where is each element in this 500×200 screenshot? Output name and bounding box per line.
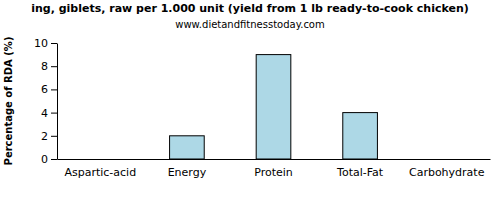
bar <box>83 159 118 160</box>
x-tick: Carbohydrate <box>409 159 485 179</box>
y-tick: 8 <box>41 60 57 73</box>
y-tick-mark <box>51 66 57 67</box>
x-tick-label: Protein <box>254 166 293 179</box>
y-tick-mark <box>51 136 57 137</box>
x-tick: Aspartic-acid <box>64 159 136 179</box>
y-tick: 4 <box>41 107 57 120</box>
x-tick: Energy <box>168 159 207 179</box>
bar <box>343 113 378 159</box>
bar <box>429 159 464 160</box>
y-axis-line <box>57 44 58 160</box>
y-tick-label: 8 <box>41 60 48 73</box>
bar <box>170 136 205 159</box>
y-axis-title: Percentage of RDA (%) <box>3 37 14 166</box>
y-tick: 0 <box>41 153 57 166</box>
y-tick-mark <box>51 43 57 44</box>
x-axis-line <box>58 159 491 160</box>
y-tick-label: 0 <box>41 153 48 166</box>
y-tick-mark <box>51 159 57 160</box>
y-tick-label: 2 <box>41 130 48 143</box>
x-tick: Total-Fat <box>336 159 384 179</box>
title: ing, giblets, raw per 1.000 unit (yield … <box>31 2 469 15</box>
x-tick-label: Energy <box>168 166 207 179</box>
y-tick: 2 <box>41 130 57 143</box>
x-tick-label: Total-Fat <box>336 166 384 179</box>
bars <box>170 55 378 159</box>
plot: 0 2 4 6 8 10 Aspartic-acid Energy Protein Total-F… <box>34 37 491 179</box>
y-tick-mark <box>51 113 57 114</box>
x-tick: Protein <box>254 159 293 179</box>
y-tick-mark <box>51 89 57 90</box>
y-tick: 10 <box>34 37 57 50</box>
y-tick-label: 10 <box>34 37 48 50</box>
subtitle: www.dietandfitnesstoday.com <box>175 19 324 30</box>
y-tick: 6 <box>41 83 57 96</box>
y-tick-label: 4 <box>41 107 48 120</box>
y-axis: 0 2 4 6 8 10 <box>34 37 58 166</box>
y-tick-label: 6 <box>41 83 48 96</box>
x-tick-label: Carbohydrate <box>409 166 485 179</box>
bar <box>256 55 291 159</box>
x-axis: Aspartic-acid Energy Protein Total-Fat Carbo… <box>58 159 491 179</box>
chart: ing, giblets, raw per 1.000 unit (yield … <box>0 0 500 200</box>
x-tick-label: Aspartic-acid <box>64 166 136 179</box>
